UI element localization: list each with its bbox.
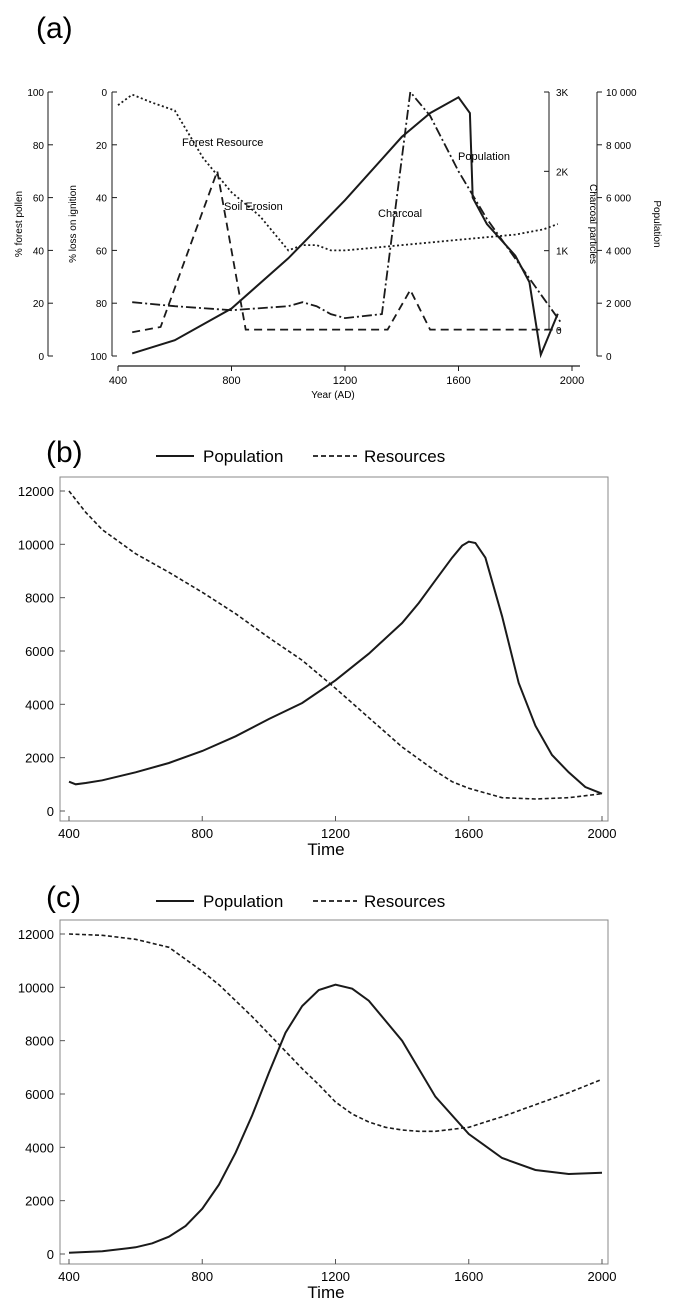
y-tick-label: 2000 [25,1194,54,1209]
x-axis-label: Time [307,1283,344,1302]
x-tick-label: 1200 [333,375,357,387]
x-tick-label: 1600 [454,826,483,841]
y-tick-label: 12000 [18,484,54,499]
panel-label: (b) [46,436,83,469]
y-tick-label: 80 [33,141,45,152]
x-tick-label: 800 [191,826,213,841]
y-tick-label: 4 000 [606,246,631,257]
y-tick-label: 60 [33,194,45,205]
x-tick-label: 1600 [454,1269,483,1284]
series-line-forest-resource [117,93,559,252]
y-tick-label: 4000 [25,1140,54,1155]
x-tick-label: 2000 [588,826,617,841]
y-axis-label: % forest pollen [14,191,25,257]
y-tick-label: 4000 [25,697,54,712]
legend-label: Resources [364,447,445,466]
y-tick-label: 10 000 [606,88,637,99]
series-line-population [68,983,603,1254]
annotation-label: Population [458,151,510,163]
panel-label: (c) [46,881,81,914]
y-tick-label: 0 [38,352,44,363]
x-tick-label: 400 [58,826,80,841]
series-line-resources [68,933,603,1133]
x-tick-label: 400 [58,1269,80,1284]
y-tick-label: 8000 [25,591,54,606]
series-line-soil-erosion [132,167,561,334]
y-tick-label: 3K [556,88,569,99]
x-tick-label: 1600 [446,375,470,387]
y-tick-label: 80 [96,299,108,310]
y-tick-label: 6000 [25,1087,54,1102]
y-tick-label: 2 000 [606,299,631,310]
annotation-label: Soil Erosion [224,201,283,213]
panel-label: (a) [36,12,73,45]
y-tick-label: 100 [27,88,44,99]
y-tick-label: 6 000 [606,194,631,205]
x-axis-label: Year (AD) [311,390,355,401]
y-axis-label: Charcoal particles [587,184,598,264]
y-tick-label: 0 [47,1247,54,1262]
y-tick-label: 10000 [18,980,54,995]
panel-a: (a) 100 80 60 40 20 0 % forest pollen 0 20 40 60 80 1… [14,12,662,401]
plot-frame [59,476,609,822]
y-tick-label: 0 [47,804,54,819]
legend-label: Population [203,892,283,911]
x-tick-label: 1200 [321,1269,350,1284]
y-tick-label: 60 [96,246,108,257]
x-tick-label: 800 [222,375,240,387]
y-tick-label: 20 [96,141,108,152]
y-tick-label: 0 [606,352,612,363]
x-tick-label: 400 [109,375,127,387]
y-axis-label: % loss on ignition [68,185,79,263]
y-tick-label: 6000 [25,644,54,659]
y-tick-label: 2000 [25,751,54,766]
legend-label: Resources [364,892,445,911]
annotation-label: Forest Resource [182,137,263,149]
x-axis-label: Time [307,840,344,859]
y-tick-label: 40 [33,246,45,257]
y-tick-label: 12000 [18,927,54,942]
y-tick-label: 100 [90,352,107,363]
series-line-charcoal [132,89,562,323]
y-tick-label: 8000 [25,1034,54,1049]
y-tick-label: 2K [556,167,569,178]
x-tick-label: 2000 [560,375,584,387]
legend-label: Population [203,447,283,466]
panel-b: (b) Population Resources 400 800 1200 1600 2000… [18,436,617,859]
series-line-resources [68,490,603,800]
y-tick-label: 10000 [18,537,54,552]
y-tick-label: 1K [556,247,569,258]
y-tick-label: 0 [101,88,107,99]
panel-c: (c) Population Resources 400 800 1200 1600 2000… [18,881,617,1302]
x-tick-label: 800 [191,1269,213,1284]
y-tick-label: 40 [96,194,108,205]
y-tick-label: 0 [556,326,562,337]
series-line-population [68,540,603,795]
series-line-population [131,95,559,359]
y-tick-label: 20 [33,299,45,310]
x-tick-label: 1200 [321,826,350,841]
y-tick-label: 8 000 [606,141,631,152]
y-axis-label: Population [651,200,662,247]
plot-frame [59,919,609,1265]
x-tick-label: 2000 [588,1269,617,1284]
annotation-label: Charcoal [378,208,422,220]
